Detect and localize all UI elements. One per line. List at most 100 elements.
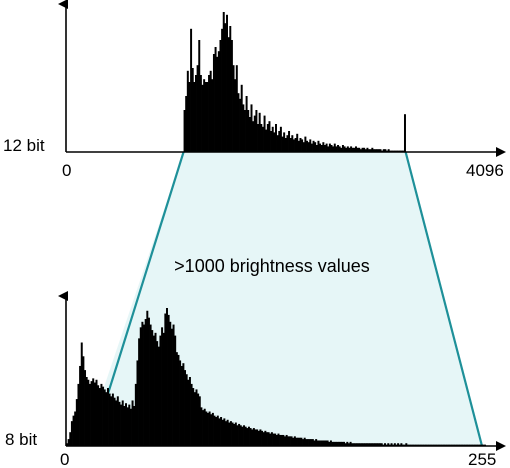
histogram-8bit-bar [297, 437, 300, 446]
histogram-8bit-bar [323, 440, 326, 446]
histogram-8bit-bar [88, 383, 91, 446]
histogram-8bit-bar [284, 436, 287, 446]
histogram-8bit-bar [305, 439, 308, 446]
histogram-12bit-bar [245, 96, 248, 152]
histogram-12bit-bar [196, 65, 199, 152]
histogram-8bit-bar [82, 356, 85, 446]
histogram-8bit-bar [113, 397, 116, 446]
histogram-8bit-bar [349, 441, 352, 446]
histogram-12bit-bar [341, 145, 344, 152]
mapping-label: >1000 brightness values [174, 256, 370, 276]
histogram-8bit-bar [344, 443, 347, 446]
histogram-8bit-bar [208, 411, 211, 446]
histogram-8bit-bar [316, 440, 319, 446]
histogram-12bit-bar [384, 149, 387, 152]
histogram-8bit-bar [320, 440, 323, 446]
histogram-8bit-bar [157, 346, 160, 446]
histogram-12bit: 12 bit 0 4096 [3, 0, 506, 180]
histogram-8bit-bar [308, 439, 311, 446]
histogram-12bit-bar [368, 149, 371, 152]
histogram-12bit-bar [363, 147, 366, 152]
histogram-8bit-bar [249, 428, 252, 446]
histogram-12bit-bars [183, 12, 406, 153]
histogram-8bit-bar [261, 430, 264, 446]
histogram-8bit-bar [93, 382, 96, 446]
histogram-12bit-bar [227, 37, 230, 153]
histogram-8bit-bar [195, 389, 198, 446]
histogram-8bit-bar [329, 440, 332, 446]
histogram-12bit-bar [353, 147, 356, 152]
histogram-12bit-bar [283, 132, 286, 152]
histogram-8bit-bar [211, 412, 214, 446]
tick-8bit-min: 0 [60, 450, 69, 468]
histogram-8bit-bar [179, 360, 182, 446]
histogram-8bit-bar [334, 441, 337, 446]
histogram-8bit-bar [180, 365, 183, 446]
histogram-8bit-bar [393, 443, 396, 446]
histogram-8bit-bar [338, 441, 341, 446]
histogram-8bit-bar [116, 396, 119, 446]
histogram-8bit-bar [134, 383, 137, 446]
histogram-8bit-bar [128, 404, 131, 446]
histogram-8bit-bar [229, 421, 232, 446]
histogram-8bit-bar [192, 388, 195, 446]
histogram-8bit-bar [259, 429, 262, 446]
histogram-12bit-bar [273, 132, 276, 152]
histogram-8bit-bar [216, 415, 219, 446]
histogram-8bit-bar [197, 393, 200, 446]
histogram-8bit-bar [265, 432, 268, 446]
histogram-8bit-bar [100, 383, 103, 446]
histogram-12bit-bar [361, 147, 364, 152]
histogram-8bit-bar [277, 433, 280, 446]
histogram-8bit-bar [103, 389, 106, 446]
histogram-8bit-bar [262, 432, 265, 446]
histogram-8bit-bar [203, 408, 206, 446]
histogram-12bit-bar [214, 47, 217, 152]
histogram-8bit-bar [218, 418, 221, 446]
histogram-12bit-bar [299, 138, 302, 152]
histogram-12bit-bar [240, 84, 243, 152]
histogram-12bit-bar [338, 146, 341, 152]
histogram-12bit-bar [250, 104, 253, 152]
histogram-8bit-bar [247, 426, 250, 446]
histogram-12bit-bar [286, 135, 289, 152]
histogram-12bit-bar [255, 110, 258, 152]
histogram-12bit-bar [350, 146, 353, 152]
histogram-8bit-bar [165, 308, 168, 446]
histogram-12bit-bar [304, 136, 307, 152]
histogram-8bit-bar [206, 412, 209, 446]
histogram-8bit-bar [190, 383, 193, 446]
histogram-8bit-bar [169, 321, 172, 446]
histogram-8bit-bar [205, 411, 208, 446]
histogram-12bit-bar [265, 129, 268, 152]
histogram-8bit-bar [280, 434, 283, 446]
histogram-12bit-bar [374, 149, 377, 152]
histogram-12bit-bar [355, 146, 357, 152]
histogram-12bit-bar [188, 82, 191, 152]
histogram-8bit-bar [331, 441, 334, 446]
histogram-12bit-bar [239, 98, 242, 152]
histogram-12bit-bar [252, 121, 255, 152]
histogram-8bit-bar [210, 414, 213, 446]
histogram-12bit-bar [333, 143, 336, 152]
histogram-12bit-bar [242, 104, 245, 152]
histogram-8bit-bar [126, 407, 129, 446]
histogram-12bit-bar [291, 135, 294, 152]
histogram-12bit-bar [296, 133, 299, 152]
histogram-8bit-bar [233, 423, 236, 446]
histogram-8bit-bar [356, 443, 359, 446]
histogram-8bit-bar [152, 335, 155, 446]
histogram-8bit-bar [288, 436, 291, 446]
histogram-8bit-bar [275, 434, 278, 446]
histogram-8bit-bar [202, 410, 205, 446]
histogram-12bit-bar [278, 131, 281, 152]
histogram-8bit-bar [359, 443, 362, 446]
histogram-8bit-bar [125, 403, 128, 446]
histogram-8bit-bar [282, 434, 285, 446]
histogram-12bit-bar [201, 84, 204, 152]
histogram-8bit-bar [161, 327, 164, 446]
histogram-12bit-bar [320, 145, 323, 152]
histogram-8bit-bar [90, 381, 93, 446]
histogram-8bit-bar [184, 370, 187, 446]
